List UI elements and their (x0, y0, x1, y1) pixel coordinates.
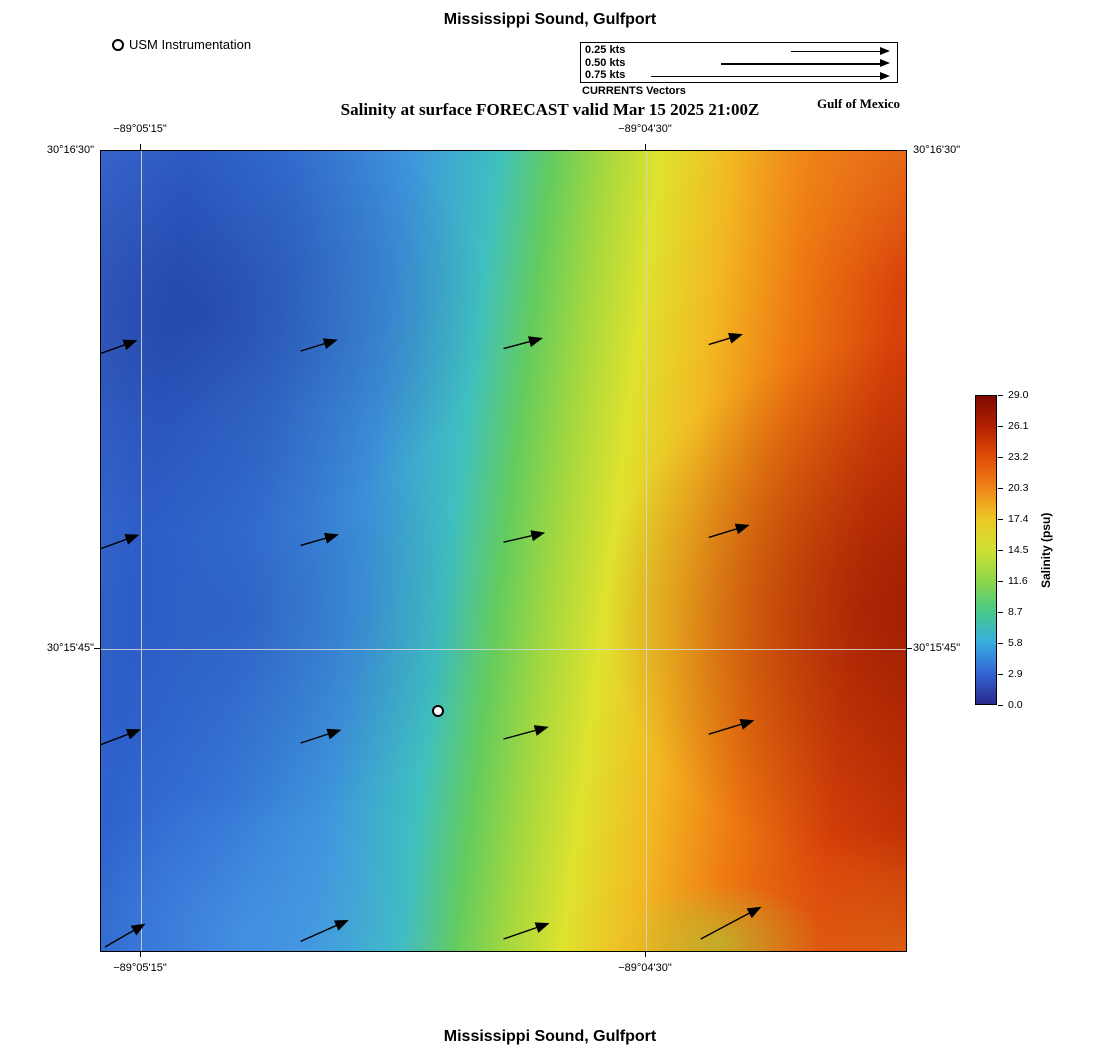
current-vector-arrow (300, 919, 349, 943)
page-title: Mississippi Sound, Gulfport (443, 11, 657, 28)
gridline-vertical (141, 151, 142, 951)
arrowhead-icon (880, 59, 890, 68)
arrowhead-icon (880, 71, 890, 80)
current-vector-arrow (700, 906, 762, 940)
scale-row-025: 0.25 kts (581, 44, 897, 57)
bottom-title: Mississippi Sound, Gulfport (443, 1028, 657, 1045)
colorbar-tick: 11.6 (998, 575, 1028, 587)
current-vectors-layer (101, 332, 762, 948)
current-vector-arrow (503, 725, 549, 740)
plot-subtitle: Salinity at surface FORECAST valid Mar 1… (340, 100, 760, 119)
colorbar-tick: 17.4 (998, 513, 1028, 525)
y-tick-label-right-2: 30°15'45" (913, 642, 961, 654)
colorbar-tick-mark (998, 704, 1003, 706)
x-tick-label-top-2: −89°04'30" (618, 123, 672, 135)
x-tick-label-bottom-2: −89°04'30" (618, 962, 672, 974)
current-vector-arrow (300, 338, 338, 352)
gulf-of-mexico-label: Gulf of Mexico (816, 96, 900, 111)
colorbar-tick: 23.2 (998, 451, 1028, 463)
current-vector-arrow (101, 339, 138, 355)
current-vector-arrow (300, 728, 342, 744)
scale-label: 0.25 kts (585, 44, 626, 56)
x-tick-label-bottom-1: −89°05'15" (113, 962, 167, 974)
salinity-field (101, 151, 906, 951)
colorbar-tick: 29.0 (998, 389, 1028, 401)
vector-scale-line (791, 50, 881, 53)
colorbar-tick-mark (998, 673, 1003, 675)
colorbar-tick-label: 20.3 (1008, 482, 1029, 494)
current-vector-arrow (503, 922, 550, 940)
axis-tick (140, 144, 141, 150)
colorbar-tick-mark (998, 580, 1003, 582)
axis-tick (645, 951, 646, 957)
axis-tick (645, 144, 646, 150)
usm-station-marker (432, 705, 445, 717)
current-vector-arrow (101, 534, 140, 550)
colorbar-tick-mark (998, 487, 1003, 489)
current-vector-arrow (300, 532, 339, 547)
colorbar-tick-mark (998, 456, 1003, 458)
colorbar-tick-label: 17.4 (1008, 513, 1029, 525)
vector-scale-line (721, 63, 881, 65)
colorbar-tick: 14.5 (998, 544, 1028, 556)
colorbar-tick-label: 2.9 (1008, 668, 1023, 680)
y-tick-label-left-2: 30°15'45" (46, 642, 94, 654)
current-vector-arrow (101, 729, 141, 746)
usm-legend: USM Instrumentation (112, 37, 251, 52)
scale-label: 0.50 kts (585, 56, 626, 69)
salinity-heatmap (100, 150, 907, 952)
colorbar-tick-mark (998, 611, 1003, 613)
vector-scale-line (651, 75, 881, 78)
usm-legend-label: USM Instrumentation (129, 37, 252, 52)
current-vector-arrow (503, 530, 546, 543)
scale-row-050: 0.50 kts (581, 57, 897, 70)
colorbar-tick-label: 29.0 (1008, 389, 1029, 401)
gridline-horizontal (101, 649, 906, 650)
y-tick-label-left-1: 30°16'30" (46, 144, 94, 156)
colorbar-tick: 20.3 (998, 482, 1028, 494)
colorbar-tick-label: 0.0 (1008, 699, 1023, 711)
colorbar-tick: 0.0 (998, 699, 1023, 711)
y-tick-label-right-1: 30°16'30" (913, 144, 961, 156)
colorbar (975, 395, 997, 705)
axis-tick (94, 648, 100, 649)
axis-tick (906, 648, 912, 649)
colorbar-tick: 26.1 (998, 420, 1028, 432)
colorbar-tick-label: 11.6 (1008, 575, 1028, 587)
current-vector-arrow (708, 332, 744, 346)
axis-tick (140, 951, 141, 957)
current-vector-arrow (708, 523, 750, 539)
colorbar-tick-label: 23.2 (1008, 451, 1029, 463)
colorbar-tick-label: 8.7 (1008, 606, 1023, 618)
current-vector-arrow (104, 923, 146, 948)
colorbar-tick: 8.7 (998, 606, 1023, 618)
colorbar-tick: 2.9 (998, 668, 1023, 680)
colorbar-tick-mark (998, 518, 1003, 520)
arrowhead-icon (880, 46, 890, 55)
colorbar-tick-mark (998, 425, 1003, 427)
x-tick-label-top-1: −89°05'15" (113, 123, 167, 135)
colorbar-tick-mark (998, 549, 1003, 551)
current-vector-arrow (503, 336, 543, 350)
colorbar-tick-label: 26.1 (1008, 420, 1029, 432)
currents-caption: CURRENTS Vectors (582, 85, 686, 97)
colorbar-tick-label: 14.5 (1008, 544, 1029, 556)
colorbar-tick-label: 5.8 (1008, 637, 1023, 649)
colorbar-label: Salinity (psu) (1039, 512, 1053, 588)
current-vector-arrow (708, 718, 755, 735)
scale-label: 0.75 kts (585, 69, 626, 81)
colorbar-tick: 5.8 (998, 637, 1023, 649)
scale-row-075: 0.75 kts (581, 69, 897, 82)
gridline-vertical (646, 151, 647, 951)
currents-scale-legend: 0.25 kts 0.50 kts 0.75 kts (580, 42, 898, 83)
colorbar-tick-mark (998, 394, 1003, 396)
colorbar-ticks: 29.0 26.1 23.2 20.3 17.4 14.5 11.6 8.7 5.8 2.9 0.0 (998, 389, 1044, 711)
station-marker-icon (112, 38, 124, 51)
colorbar-tick-mark (998, 642, 1003, 644)
